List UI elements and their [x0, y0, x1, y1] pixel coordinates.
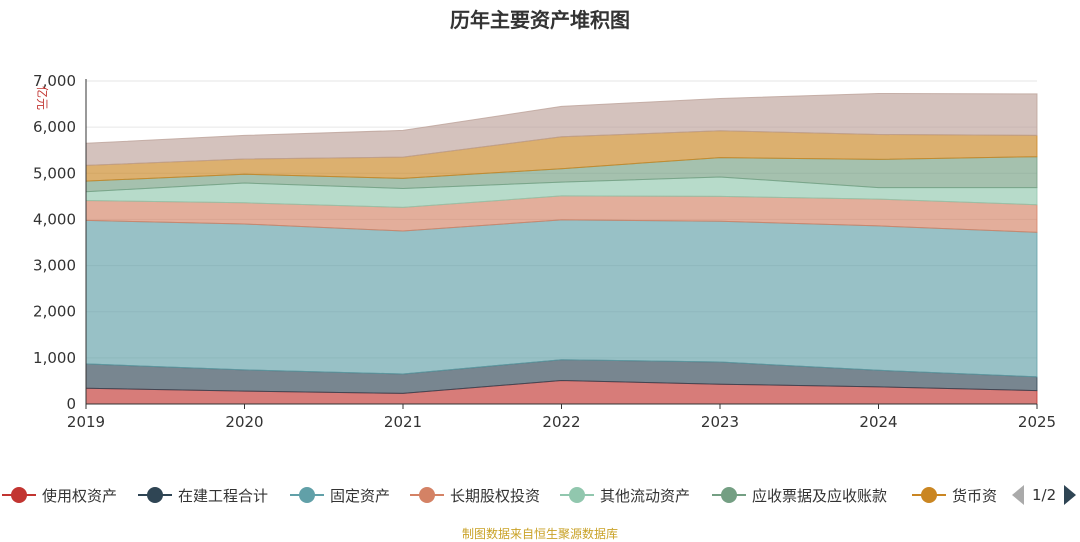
legend-label: 应收票据及应收账款	[752, 486, 888, 505]
legend-marker-icon	[912, 483, 946, 507]
legend-next-arrow-icon[interactable]	[1064, 485, 1077, 505]
area-series	[85, 92, 1038, 405]
x-tick-label: 2024	[859, 413, 897, 431]
x-tick-label: 2023	[701, 413, 739, 431]
legend-pager: 1/2	[1012, 483, 1077, 507]
legend-marker-icon	[410, 483, 444, 507]
y-tick-label: 2,000	[33, 303, 76, 321]
y-tick-label: 4,000	[33, 210, 76, 228]
legend-item[interactable]: 其他流动资产	[560, 483, 690, 507]
legend-page-indicator: 1/2	[1032, 486, 1057, 504]
y-tick-label: 1,000	[33, 349, 76, 367]
area-series	[85, 92, 1038, 166]
x-tick-label: 2025	[1018, 413, 1056, 431]
x-tick-label: 2020	[225, 413, 263, 431]
y-tick-label: 7,000	[33, 72, 76, 90]
legend-item[interactable]: 在建工程合计	[138, 483, 268, 507]
stacked-area-chart: 0 1,000 2,000 3,000 4,000 5,000 6,000 7,000 201…	[33, 72, 1056, 431]
legend-prev-arrow-icon[interactable]	[1012, 485, 1024, 505]
legend-label: 固定资产	[330, 486, 391, 505]
y-tick-label: 3,000	[33, 257, 76, 275]
legend-marker-icon	[138, 483, 172, 507]
legend-marker-icon	[560, 483, 594, 507]
y-axis-tick-labels: 0 1,000 2,000 3,000 4,000 5,000 6,000 7,000	[33, 72, 76, 413]
legend-label: 货币资	[952, 486, 998, 505]
x-tick-label: 2022	[542, 413, 580, 431]
data-source-note: 制图数据来自恒生聚源数据库	[461, 527, 618, 541]
legend-label: 在建工程合计	[178, 486, 269, 505]
x-tick-label: 2019	[67, 413, 105, 431]
y-axis-label: 亿元	[35, 86, 50, 110]
legend-item[interactable]: 应收票据及应收账款	[712, 483, 887, 507]
legend-item[interactable]: 长期股权投资	[410, 483, 540, 507]
y-tick-label: 6,000	[33, 118, 76, 136]
legend-item[interactable]: 固定资产	[290, 483, 390, 507]
legend-label: 其他流动资产	[600, 486, 691, 505]
y-tick-label: 0	[66, 395, 76, 413]
x-tick-label: 2021	[384, 413, 422, 431]
chart-title: 历年主要资产堆积图	[450, 8, 630, 32]
y-tick-label: 5,000	[33, 164, 76, 182]
legend-label: 长期股权投资	[450, 486, 541, 505]
area-series	[85, 219, 1038, 378]
legend: 使用权资产 在建工程合计 固定资产 长期股权投资 其他流动资产 应收票据及应收账款 货币资	[0, 483, 1080, 507]
x-axis-tick-labels: 2019 2020 2021 2022 2023 2024 2025	[67, 404, 1056, 431]
legend-marker-icon	[712, 483, 746, 507]
legend-item[interactable]: 使用权资产	[2, 483, 117, 507]
legend-label: 使用权资产	[42, 486, 118, 505]
legend-marker-icon	[2, 483, 36, 507]
legend-marker-icon	[290, 483, 324, 507]
legend-item[interactable]: 货币资	[912, 483, 997, 507]
